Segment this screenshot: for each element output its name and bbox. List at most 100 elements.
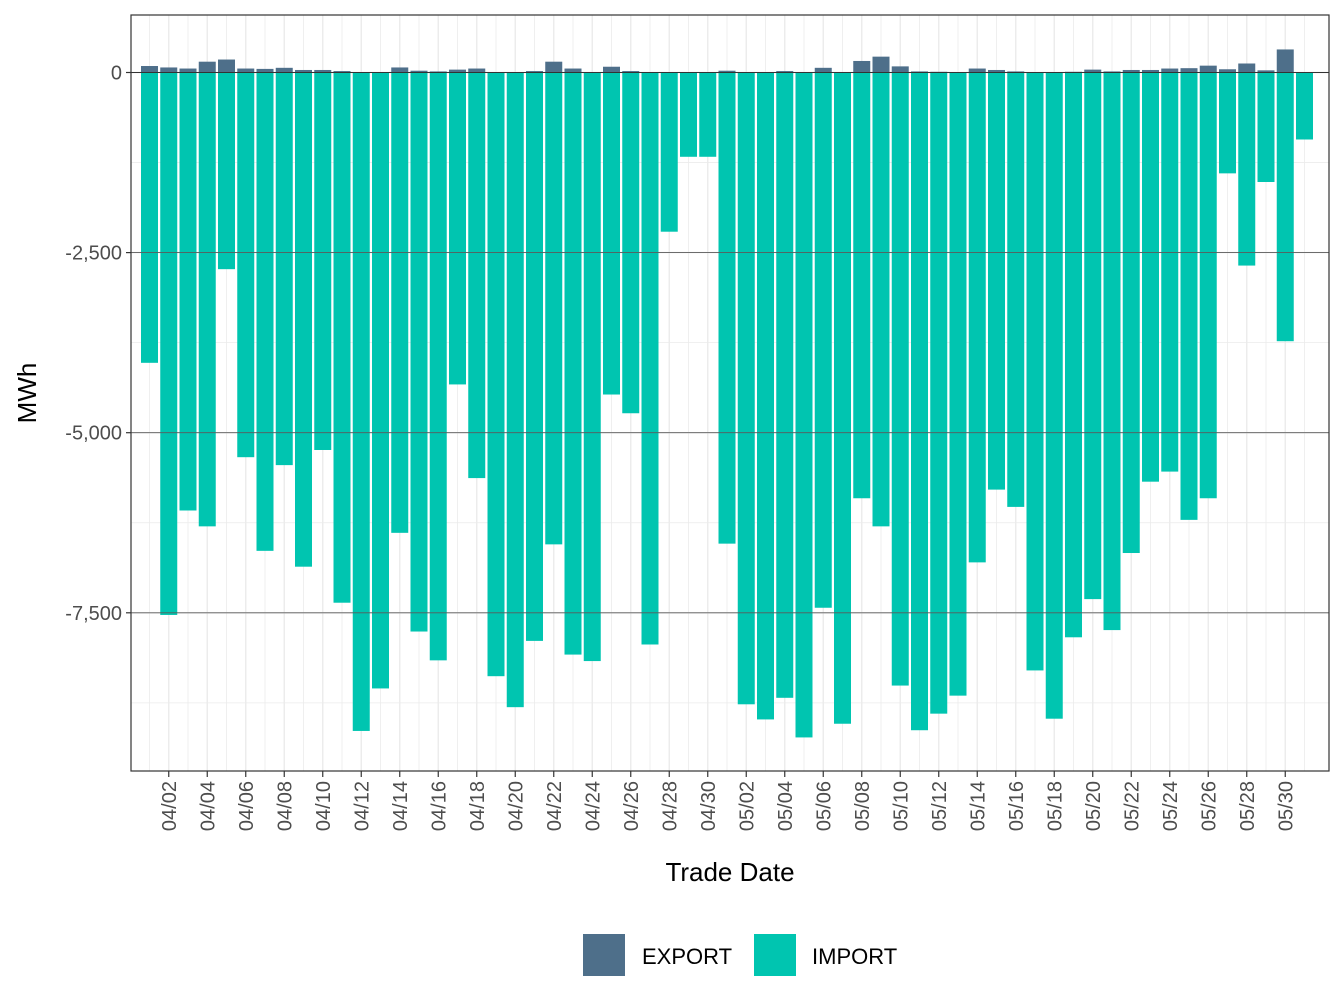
import-bar xyxy=(699,72,717,157)
import-bar xyxy=(814,72,832,608)
export-bar xyxy=(1199,65,1217,73)
export-bar xyxy=(1257,70,1275,73)
import-bar xyxy=(603,72,620,395)
import-bar xyxy=(1084,72,1102,600)
x-axis-title: Trade Date xyxy=(665,857,794,887)
import-bar xyxy=(583,72,601,662)
import-bar xyxy=(506,72,524,708)
import-bar xyxy=(352,72,370,731)
import-bar xyxy=(449,72,466,385)
export-bar xyxy=(410,70,428,73)
import-bar xyxy=(949,72,967,696)
export-bar xyxy=(141,66,158,73)
import-bar xyxy=(410,72,428,632)
import-bar xyxy=(1276,72,1294,342)
import-bar xyxy=(718,72,736,544)
export-bar xyxy=(564,68,582,73)
export-bar xyxy=(526,71,543,73)
x-tick-label: 04/20 xyxy=(505,781,527,831)
import-bar xyxy=(776,72,794,698)
x-tick-label: 04/06 xyxy=(236,781,258,831)
import-bar xyxy=(1296,72,1313,140)
import-bar xyxy=(141,72,158,363)
export-bar xyxy=(1007,71,1025,73)
import-bar xyxy=(391,72,409,533)
export-bar xyxy=(814,67,832,73)
import-bar xyxy=(487,72,505,677)
export-bar xyxy=(1219,69,1236,73)
export-bar xyxy=(718,70,736,73)
import-bar xyxy=(295,72,312,567)
x-tick-label: 05/30 xyxy=(1275,781,1297,831)
export-bar xyxy=(295,69,312,73)
import-bar xyxy=(930,72,948,714)
x-tick-label: 05/12 xyxy=(929,781,951,831)
x-tick-label: 05/16 xyxy=(1006,781,1028,831)
x-tick-label: 04/24 xyxy=(582,781,604,831)
export-bar xyxy=(853,60,871,73)
x-tick-label: 05/04 xyxy=(775,781,797,831)
import-bar xyxy=(737,72,755,705)
x-tick-label: 05/24 xyxy=(1160,781,1182,831)
import-bar xyxy=(526,72,543,641)
export-bar xyxy=(391,67,409,73)
x-tick-label: 05/28 xyxy=(1237,781,1259,831)
export-bar xyxy=(333,71,351,73)
export-bar xyxy=(1180,68,1198,73)
import-bar xyxy=(198,72,216,527)
x-tick-label: 05/22 xyxy=(1121,781,1143,831)
legend-label-export: EXPORT xyxy=(642,944,732,969)
x-tick-label: 05/18 xyxy=(1044,781,1066,831)
import-bar xyxy=(545,72,563,545)
import-bar xyxy=(333,72,351,603)
export-bar xyxy=(314,69,332,73)
export-bar xyxy=(545,61,563,73)
import-bar xyxy=(834,72,851,724)
x-tick-label: 04/12 xyxy=(351,781,373,831)
x-tick-label: 05/20 xyxy=(1083,781,1105,831)
import-bar xyxy=(853,72,871,499)
x-tick-label: 05/14 xyxy=(967,781,989,831)
import-bar xyxy=(757,72,774,720)
export-bar xyxy=(160,67,178,73)
import-bar xyxy=(988,72,1005,490)
y-axis-title: MWh xyxy=(12,363,42,424)
import-bar xyxy=(1180,72,1198,520)
import-bar xyxy=(1007,72,1025,507)
import-bar xyxy=(1238,72,1256,266)
x-tick-label: 04/22 xyxy=(544,781,566,831)
import-bar xyxy=(1161,72,1179,472)
export-bar xyxy=(198,61,216,73)
y-tick-label: -7,500 xyxy=(65,603,122,625)
import-bar xyxy=(1219,72,1236,174)
import-bar xyxy=(372,72,389,689)
import-bar xyxy=(1142,72,1159,482)
import-bar xyxy=(1026,72,1044,671)
plot-panel xyxy=(130,14,1330,772)
import-bar xyxy=(468,72,486,479)
panel-border xyxy=(130,14,1330,772)
import-bar xyxy=(1065,72,1082,638)
x-tick-label: 04/18 xyxy=(467,781,489,831)
export-bar xyxy=(872,56,890,73)
import-bar xyxy=(1257,72,1275,183)
import-bar xyxy=(622,72,640,414)
x-tick-label: 05/10 xyxy=(890,781,912,831)
import-bar xyxy=(160,72,178,615)
export-bar xyxy=(1276,49,1294,73)
x-tick-label: 04/14 xyxy=(390,781,412,831)
x-tick-label: 05/08 xyxy=(852,781,874,831)
export-bar xyxy=(237,68,255,73)
export-bar xyxy=(429,71,447,73)
legend: EXPORT IMPORT xyxy=(583,934,897,976)
y-tick-label: -2,500 xyxy=(65,243,122,265)
export-bar xyxy=(179,68,197,73)
export-bar xyxy=(911,71,928,73)
legend-label-import: IMPORT xyxy=(812,944,897,969)
import-bar xyxy=(256,72,274,551)
import-bar xyxy=(872,72,890,527)
x-tick-label: 04/04 xyxy=(197,781,219,831)
export-bar xyxy=(1142,69,1159,73)
import-bar xyxy=(237,72,255,458)
x-tick-label: 05/26 xyxy=(1198,781,1220,831)
